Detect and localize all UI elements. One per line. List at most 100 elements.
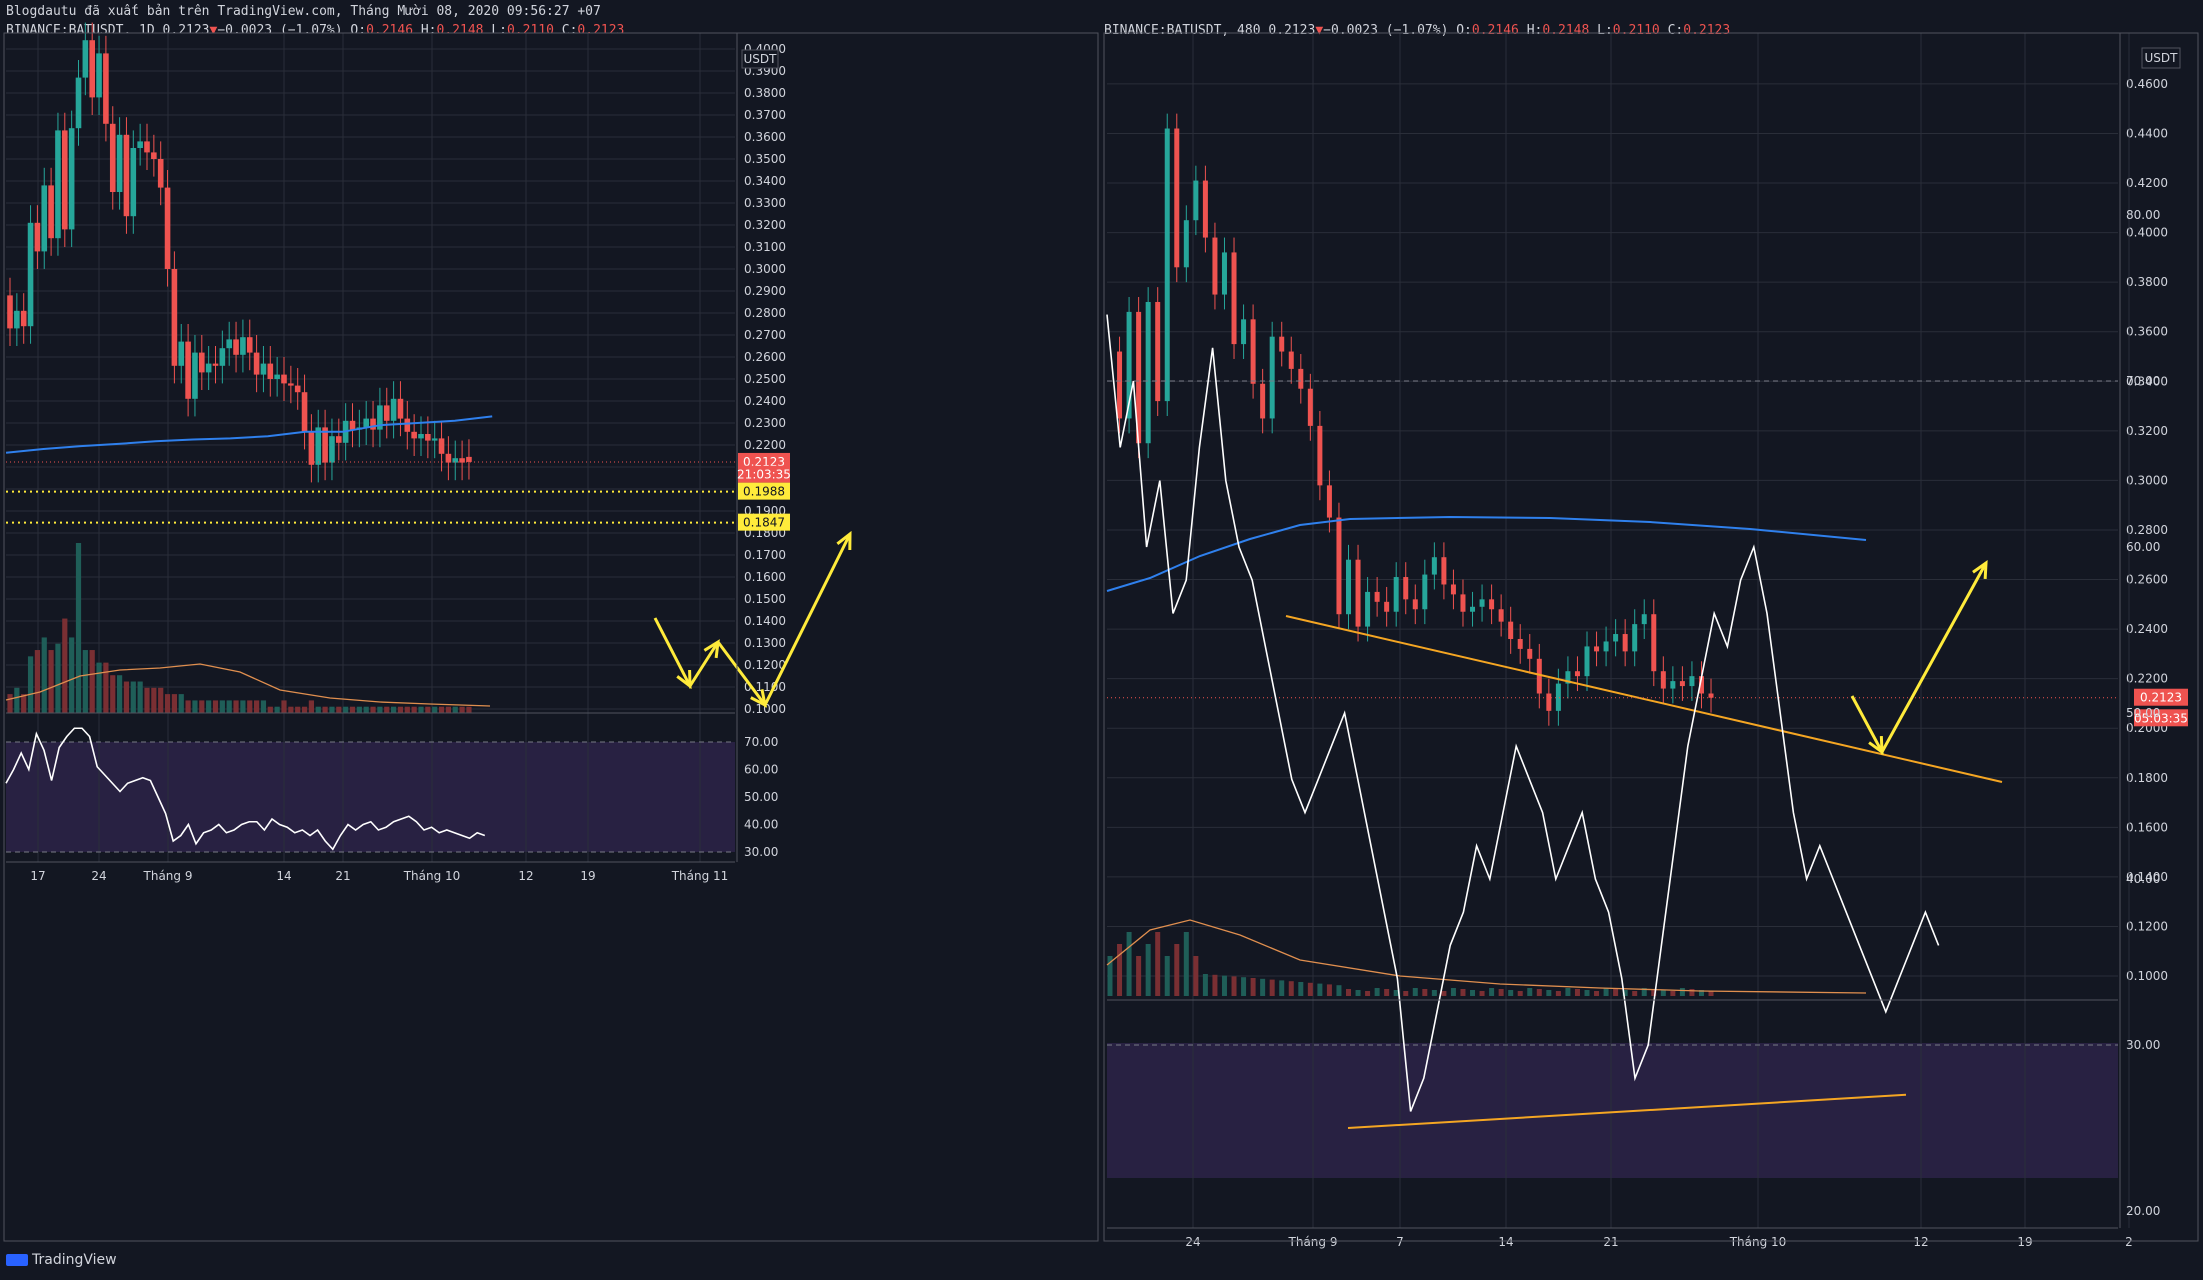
left-volume-bar bbox=[260, 700, 267, 713]
left-x-tick: 14 bbox=[276, 869, 291, 883]
right-volume-bar bbox=[1384, 989, 1390, 996]
right-volume-ma bbox=[1106, 919, 1867, 994]
left-price-tick: 0.3700 bbox=[744, 108, 786, 122]
left-candle-body bbox=[109, 123, 116, 192]
right-volume-bar bbox=[1641, 988, 1647, 996]
left-price-tick: 0.2500 bbox=[744, 372, 786, 386]
right-candle-body bbox=[1470, 606, 1476, 612]
left-candle-body bbox=[404, 418, 411, 432]
right-candle-body bbox=[1689, 676, 1695, 687]
right-candle-body bbox=[1622, 634, 1628, 652]
right-volume-bar bbox=[1155, 932, 1161, 996]
left-price-tick: 0.1400 bbox=[744, 614, 786, 628]
right-candle-body bbox=[1450, 584, 1456, 595]
right-volume-bar bbox=[1307, 982, 1313, 996]
right-volume-bar bbox=[1145, 944, 1151, 996]
left-price-tick: 0.2600 bbox=[744, 350, 786, 364]
right-candle-body bbox=[1155, 301, 1161, 402]
right-candle-body bbox=[1193, 180, 1199, 221]
left-projection-arrowhead bbox=[836, 530, 852, 551]
right-price-tick: 0.4000 bbox=[2126, 226, 2168, 240]
left-volume-bar bbox=[144, 687, 150, 713]
right-candle-body bbox=[1651, 614, 1657, 672]
right-candle-body bbox=[1555, 683, 1561, 711]
right-price-tick: 0.3400 bbox=[2126, 374, 2168, 388]
right-candle-body bbox=[1221, 252, 1227, 295]
right-price-tick: 0.1800 bbox=[2126, 771, 2168, 785]
right-rsi-tick: 50.00 bbox=[2126, 706, 2160, 720]
right-volume-bar bbox=[1670, 991, 1676, 996]
left-volume-bar bbox=[254, 700, 260, 713]
left-candle-body bbox=[445, 453, 452, 463]
left-volume-bar bbox=[308, 700, 314, 713]
right-price-badge-label: 0.2123 bbox=[2140, 691, 2182, 705]
right-candle-body bbox=[1479, 599, 1485, 607]
left-price-tick: 0.1000 bbox=[744, 702, 786, 716]
left-price-tick: 0.1200 bbox=[744, 658, 786, 672]
left-candle-body bbox=[151, 152, 157, 159]
right-candle-body bbox=[1708, 693, 1714, 698]
right-volume-bar bbox=[1450, 988, 1456, 996]
left-candle-body bbox=[14, 310, 20, 329]
left-candle-body bbox=[199, 352, 205, 373]
right-volume-bar bbox=[1136, 956, 1142, 996]
right-volume-bar bbox=[1393, 990, 1399, 996]
right-candle-body bbox=[1412, 599, 1418, 610]
left-volume-bar bbox=[343, 706, 349, 713]
left-candle-body bbox=[55, 130, 61, 239]
tradingview-brand[interactable]: TradingView bbox=[6, 1252, 117, 1268]
right-volume-bar bbox=[1403, 991, 1409, 996]
left-volume-bar bbox=[377, 706, 383, 713]
left-candle-body bbox=[171, 269, 178, 366]
right-low: 0.2110 bbox=[1612, 23, 1660, 38]
right-price-tick: 0.3800 bbox=[2126, 275, 2168, 289]
left-currency-label: USDT bbox=[744, 52, 778, 66]
right-symbol: BINANCE:BATUSDT, 480 bbox=[1104, 23, 1261, 38]
right-candle-body bbox=[1145, 301, 1151, 444]
right-rsi-tick: 80.00 bbox=[2126, 208, 2160, 222]
left-volume-bar bbox=[445, 706, 451, 713]
right-volume-bar bbox=[1260, 978, 1266, 996]
left-volume-bar bbox=[301, 706, 308, 713]
right-candle-body bbox=[1594, 646, 1600, 652]
left-volume-bar bbox=[397, 706, 404, 713]
left-volume-bar bbox=[274, 706, 280, 713]
right-volume-bar bbox=[1470, 990, 1476, 996]
right-price-tick: 0.2600 bbox=[2126, 573, 2168, 587]
right-volume-bar bbox=[1326, 984, 1332, 996]
left-volume-bar bbox=[322, 706, 328, 713]
right-candle-body bbox=[1298, 368, 1304, 389]
right-candle-body bbox=[1117, 351, 1123, 419]
right-candle-body bbox=[1346, 559, 1351, 615]
right-price-tick: 0.2200 bbox=[2126, 672, 2168, 686]
right-volume-bar bbox=[1527, 988, 1533, 996]
right-volume-bar bbox=[1479, 991, 1485, 996]
right-x-tick: 14 bbox=[1498, 1235, 1513, 1249]
right-x-tick: 7 bbox=[1396, 1235, 1404, 1249]
right-candle-body bbox=[1326, 485, 1332, 518]
left-volume-bar bbox=[164, 694, 171, 713]
right-volume-bar bbox=[1279, 980, 1285, 996]
right-open-label: O: bbox=[1456, 23, 1472, 38]
right-x-tick: 19 bbox=[2017, 1235, 2032, 1249]
left-candle-body bbox=[288, 383, 294, 386]
left-volume-bar bbox=[199, 700, 205, 713]
right-volume-bar bbox=[1355, 990, 1361, 996]
left-candle-body bbox=[411, 431, 417, 439]
right-price-tick: 0.4600 bbox=[2126, 77, 2168, 91]
right-volume-bar bbox=[1250, 978, 1256, 996]
right-candle-body bbox=[1279, 336, 1285, 352]
right-change: −0.0023 (−1.07%) bbox=[1323, 23, 1449, 38]
right-candle-body bbox=[1517, 638, 1523, 649]
right-volume-bar bbox=[1651, 989, 1657, 996]
left-rsi-band bbox=[6, 742, 735, 852]
right-price-tick: 0.2400 bbox=[2126, 622, 2168, 636]
right-volume-bar bbox=[1546, 990, 1552, 996]
left-price-tick: 0.3400 bbox=[744, 174, 786, 188]
right-volume-bar bbox=[1622, 990, 1628, 996]
right-candle-body bbox=[1508, 621, 1514, 639]
left-volume-bar bbox=[178, 694, 184, 713]
right-volume-bar bbox=[1603, 988, 1609, 996]
left-candle-body bbox=[294, 385, 301, 393]
